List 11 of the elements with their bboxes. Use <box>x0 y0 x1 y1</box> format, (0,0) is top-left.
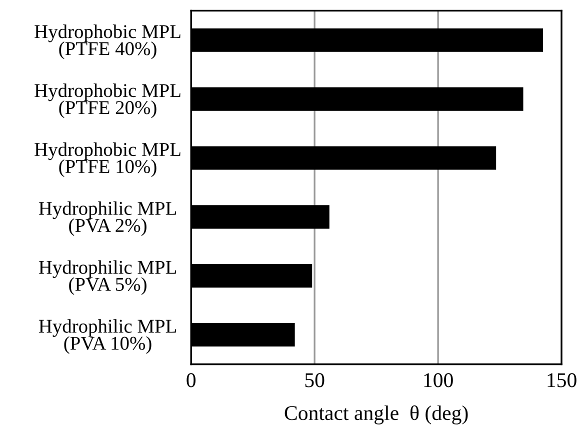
x-tick-label: 150 <box>548 373 576 388</box>
x-tick-label: 0 <box>186 373 196 388</box>
y-tick-label: Hydrophobic MPL (PTFE 10%) <box>34 142 180 178</box>
y-tick-label: Hydrophilic MPL (PVA 5%) <box>38 260 176 295</box>
y-tick-label: Hydrophobic MPL (PTFE 20%) <box>34 83 180 118</box>
x-tick-label: 100 <box>424 373 453 388</box>
y-tick-label: Hydrophobic MPL (PTFE 40%) <box>34 24 180 60</box>
y-tick-label: Hydrophilic MPL (PVA 10%) <box>38 319 176 354</box>
y-tick-label: Hydrophilic MPL (PVA 2%) <box>38 201 176 236</box>
x-tick-label: 50 <box>305 373 324 388</box>
x-axis-title: Contact angle θ (deg) <box>284 405 468 424</box>
